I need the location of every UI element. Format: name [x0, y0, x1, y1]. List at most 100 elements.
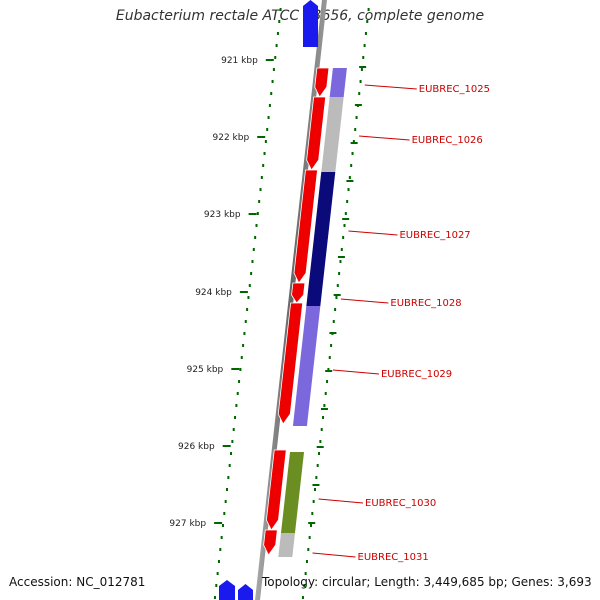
track-dot — [274, 56, 277, 59]
track-dot — [219, 548, 222, 551]
homolog-bar — [329, 68, 347, 97]
track-dot — [216, 572, 219, 575]
homolog-bar — [280, 452, 305, 533]
label-leader — [348, 230, 398, 236]
track-dash — [350, 142, 358, 144]
track-dot — [322, 416, 325, 419]
track-dot — [307, 548, 310, 551]
track-dot — [270, 92, 273, 95]
track-dot — [334, 308, 337, 311]
outer-dotted-tracks — [213, 8, 370, 599]
track-dot — [304, 572, 307, 575]
gene-label: EUBREC_1025 — [419, 84, 490, 95]
gene-label: EUBREC_1030 — [365, 498, 436, 509]
track-dot — [276, 32, 279, 35]
track-dot — [226, 488, 229, 491]
track-dot — [354, 128, 357, 131]
track-dot — [268, 104, 271, 107]
topology-text: Topology: circular; Length: 3,449,685 bp… — [262, 575, 592, 589]
gene-arrow — [293, 169, 318, 284]
gene-label: EUBREC_1027 — [399, 230, 470, 241]
track-dot — [215, 584, 218, 587]
homolog-bar — [306, 285, 323, 306]
track-dot — [318, 452, 321, 455]
ruler-label: 926 kbp — [178, 442, 215, 452]
track-dot — [367, 8, 370, 11]
gene-labels: EUBREC_1025 EUBREC_1026 EUBREC_1027 EUBREC_… — [312, 84, 490, 563]
homolog-bar — [308, 172, 336, 285]
track-dash — [346, 180, 354, 182]
genome-title: Eubacterium rectale ATCC 33656, complete… — [115, 8, 485, 24]
gene-arrow — [314, 67, 330, 98]
track-dot — [303, 584, 306, 587]
track-dot — [343, 224, 346, 227]
label-leader — [312, 552, 356, 558]
track-dot — [301, 596, 304, 599]
track-dot — [326, 380, 329, 383]
gene-label: EUBREC_1031 — [358, 552, 429, 563]
track-dot — [347, 188, 350, 191]
track-dot — [312, 500, 315, 503]
track-dot — [266, 128, 269, 131]
track-dot — [223, 512, 226, 515]
track-dot — [323, 404, 326, 407]
track-dot — [344, 212, 347, 215]
homolog-bar — [321, 97, 344, 172]
track-dot — [231, 440, 234, 443]
track-dash — [316, 446, 324, 448]
track-dot — [246, 308, 249, 311]
track-dash — [329, 332, 337, 334]
track-dot — [224, 500, 227, 503]
track-dot — [342, 236, 345, 239]
track-dot — [330, 344, 333, 347]
label-leader — [359, 135, 410, 141]
track-dot — [260, 176, 263, 179]
track-dot — [363, 44, 366, 47]
track-dot — [319, 440, 322, 443]
track-dot — [315, 476, 318, 479]
track-dot — [272, 68, 275, 71]
track-dot — [336, 284, 339, 287]
track-dot — [252, 248, 255, 251]
track-dot — [348, 176, 351, 179]
label-leader — [340, 298, 389, 304]
track-dot — [240, 356, 243, 359]
track-dash — [312, 484, 320, 486]
gene-label: EUBREC_1028 — [390, 298, 461, 309]
gene-arrow — [277, 302, 304, 425]
track-dot — [355, 116, 358, 119]
track-dash — [333, 294, 341, 296]
track-dot — [259, 188, 262, 191]
track-dot — [242, 344, 245, 347]
track-dot — [228, 464, 231, 467]
flanking-genes — [219, 0, 318, 600]
gene-arrow — [266, 449, 287, 531]
track-dot — [255, 224, 258, 227]
track-dot — [275, 44, 278, 47]
track-dash — [337, 256, 345, 258]
ruler-label: 925 kbp — [187, 365, 224, 375]
ruler-tick — [239, 291, 248, 293]
ruler-tick — [222, 445, 231, 447]
track-dot — [328, 356, 331, 359]
track-dash — [359, 66, 367, 68]
track-dot — [238, 380, 241, 383]
track-dot — [339, 260, 342, 263]
track-dot — [264, 140, 267, 143]
track-dot — [350, 164, 353, 167]
ruler-label: 922 kbp — [213, 133, 250, 143]
track-dot — [247, 296, 250, 299]
track-dot — [256, 212, 259, 215]
track-dot — [239, 368, 242, 371]
track-dot — [308, 536, 311, 539]
track-dot — [250, 272, 253, 275]
gene-label: EUBREC_1026 — [412, 135, 483, 146]
flank-gene — [219, 580, 235, 600]
ruler-tick — [231, 368, 240, 370]
track-dot — [254, 236, 257, 239]
ruler-label: 921 kbp — [221, 56, 258, 66]
track-dash — [325, 370, 333, 372]
gene-track — [263, 67, 330, 556]
track-dot — [234, 416, 237, 419]
